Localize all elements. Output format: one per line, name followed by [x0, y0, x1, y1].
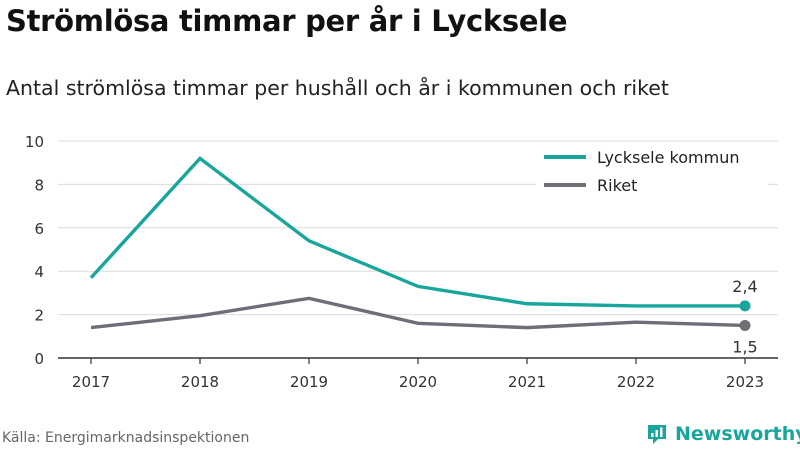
legend: Lycksele kommun Riket: [536, 144, 768, 204]
source-note: Källa: Energimarknadsinspektionen: [2, 430, 250, 446]
x-tick-label: 2017: [72, 373, 110, 391]
chart-title: Strömlösa timmar per år i Lycksele: [6, 4, 568, 38]
newsworthy-logo-icon: [648, 425, 666, 444]
x-tick-label: 2018: [181, 373, 219, 391]
x-tick-label: 2019: [290, 373, 328, 391]
legend-label: Lycksele kommun: [597, 148, 739, 167]
y-tick-label: 0: [34, 350, 44, 368]
legend-label: Riket: [597, 176, 637, 195]
y-tick-label: 4: [34, 263, 44, 281]
y-axis-ticks: 0 2 4 6 8 10: [25, 133, 44, 368]
series-line: [89, 156, 745, 308]
y-tick-label: 6: [34, 220, 44, 238]
y-tick-label: 2: [34, 307, 44, 325]
data-label: 2,4: [732, 277, 757, 296]
series-lines: 1,5 2,4: [89, 156, 758, 356]
y-tick-label: 10: [25, 133, 44, 151]
line-chart: 0 2 4 6 8 10 2017 2018 2019 2020 2021 2022 2023 1,5…: [25, 133, 778, 391]
x-tick-label: 2022: [617, 373, 655, 391]
brand-name: Newsworthy: [675, 423, 800, 445]
y-tick-label: 8: [34, 176, 44, 194]
data-label: 1,5: [732, 337, 757, 356]
chart-subtitle: Antal strömlösa timmar per hushåll och å…: [6, 76, 669, 100]
series-end-point: [739, 300, 751, 312]
series-end-point: [739, 319, 751, 331]
brand-logo: Newsworthy: [645, 420, 800, 448]
x-axis: 2017 2018 2019 2020 2021 2022 2023: [58, 357, 778, 391]
x-tick-label: 2020: [399, 373, 437, 391]
legend-background: [536, 144, 768, 204]
x-tick-label: 2023: [726, 373, 764, 391]
x-tick-label: 2021: [508, 373, 546, 391]
series-line: [90, 296, 746, 330]
